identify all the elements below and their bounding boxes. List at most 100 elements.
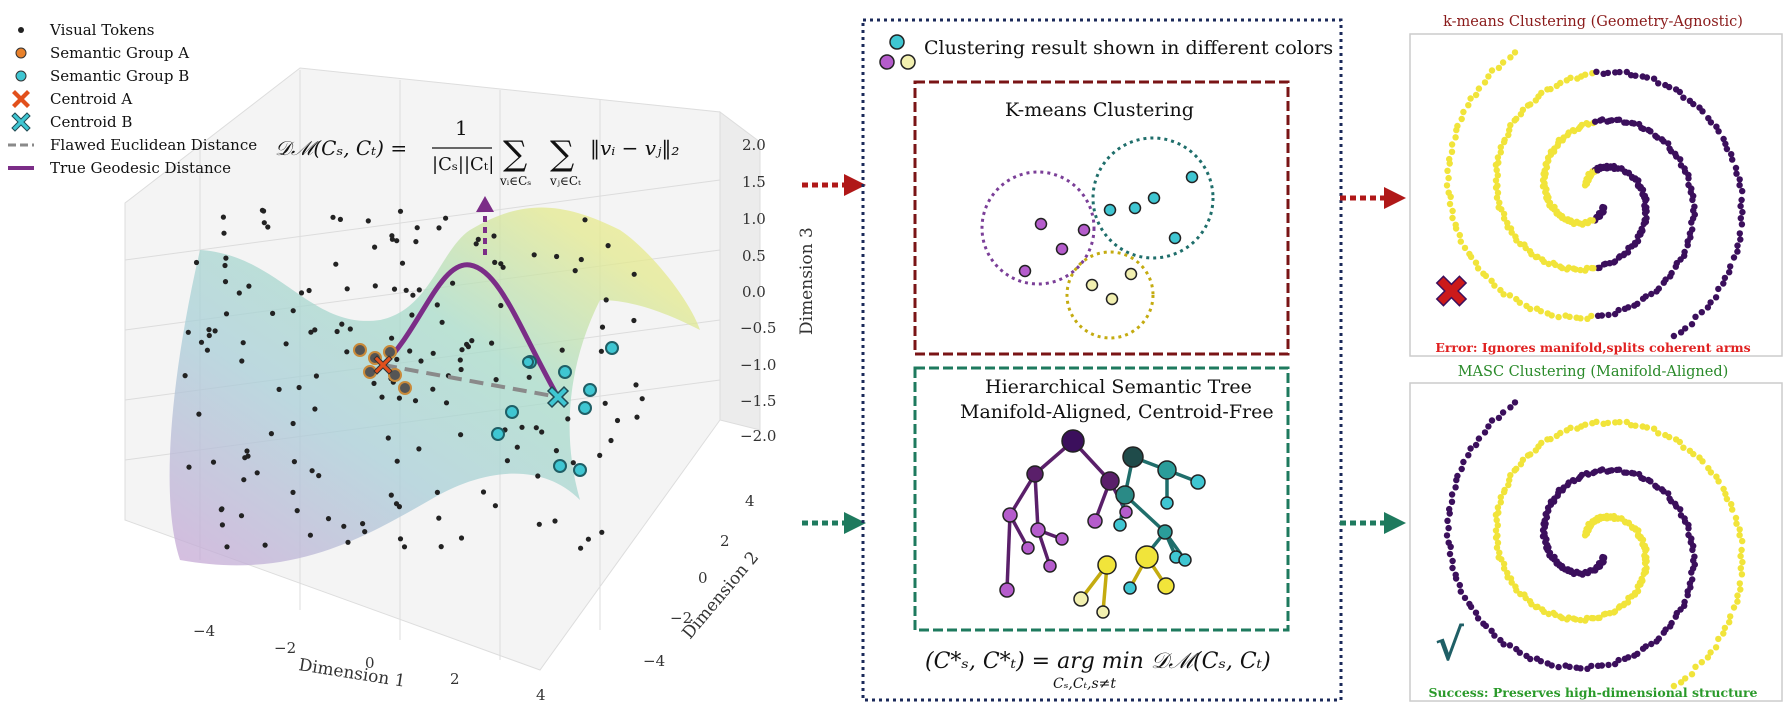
spiral-point (1443, 532, 1451, 539)
spiral-point (1688, 671, 1696, 678)
spiral-point (1634, 583, 1641, 590)
visual-token (262, 542, 268, 548)
arrow-to-tree (802, 512, 866, 534)
spiral-point (1594, 614, 1602, 622)
visual-token (539, 429, 545, 435)
spiral-point (1688, 219, 1695, 226)
spiral-point (1573, 664, 1580, 671)
spiral-point (1488, 67, 1496, 74)
spiral-point (1511, 49, 1519, 56)
spiral-point (1640, 475, 1647, 483)
visual-token (552, 518, 558, 524)
spiral-point (1640, 125, 1647, 133)
spiral-point (1631, 652, 1638, 659)
spiral-point (1454, 122, 1461, 130)
spiral-point (1550, 609, 1557, 617)
spiral-point (1738, 546, 1745, 554)
spiral-point (1582, 421, 1589, 428)
spiral-point (1738, 571, 1746, 578)
visual-token (553, 448, 560, 454)
spiral-point (1480, 270, 1487, 277)
visual-token (240, 340, 246, 346)
spiral-point (1734, 598, 1741, 605)
spiral-point (1690, 450, 1697, 458)
spiral-point (1547, 435, 1554, 443)
spiral-point (1699, 108, 1706, 115)
visual-token (469, 338, 475, 344)
visual-token (330, 214, 336, 220)
visual-token (223, 255, 229, 261)
visual-token (344, 286, 350, 292)
spiral-point (1582, 267, 1589, 274)
visual-token (473, 241, 479, 247)
kmeans-result-title: k-means Clustering (Geometry-Agnostic) (1443, 14, 1743, 30)
euclidean-distance-line (382, 363, 559, 399)
visual-token (290, 420, 296, 427)
spiral-point (1665, 490, 1672, 497)
masc-spiral-points (1443, 399, 1746, 690)
visual-token (599, 529, 605, 535)
spiral-point (1689, 546, 1696, 554)
spiral-point (1720, 135, 1727, 143)
spiral-point (1712, 294, 1720, 301)
spiral-point (1585, 471, 1592, 478)
spiral-point (1488, 417, 1496, 424)
spiral-point (1728, 501, 1735, 508)
spiral-point (1507, 404, 1514, 411)
spiral-point (1495, 159, 1502, 166)
spiral-point (1506, 642, 1514, 649)
spiral-point (1460, 108, 1467, 116)
spiral-point (1727, 263, 1734, 270)
visual-token (206, 327, 212, 333)
spiral-point (1493, 166, 1500, 174)
spiral-point (1630, 120, 1638, 127)
spiral-point (1707, 649, 1714, 656)
spiral-point (1492, 527, 1500, 534)
visual-token (498, 302, 504, 309)
spiral-point (1472, 259, 1480, 266)
visual-token (388, 492, 394, 498)
visual-token (519, 424, 525, 430)
spiral-point (1577, 616, 1584, 624)
cluster-colors-icon (879, 34, 916, 70)
visual-token (360, 521, 366, 527)
visual-token (414, 225, 420, 231)
visual-token (344, 349, 350, 355)
spiral-point (1733, 170, 1740, 177)
spiral-point (1445, 189, 1452, 196)
visual-token (389, 335, 395, 341)
spiral-point (1494, 189, 1502, 196)
visual-token (312, 406, 318, 412)
spiral-point (1667, 273, 1674, 280)
spiral-point (1577, 266, 1584, 274)
visual-token (572, 268, 578, 274)
spiral-point (1682, 325, 1689, 332)
spiral-point (1513, 295, 1520, 303)
visual-token (416, 287, 422, 293)
spiral-point (1456, 581, 1463, 589)
svg-text:−4: −4 (193, 622, 215, 640)
visual-token (222, 279, 229, 285)
spiral-point (1474, 265, 1482, 272)
visual-token (394, 238, 400, 244)
spiral-point (1527, 101, 1534, 108)
visual-token (434, 489, 440, 495)
spiral-point (1665, 140, 1672, 147)
visual-token (639, 396, 645, 402)
spiral-point (1707, 299, 1714, 306)
spiral-point (1707, 119, 1715, 126)
visual-token (345, 539, 351, 545)
spiral-point (1642, 547, 1649, 555)
visual-token (372, 244, 378, 250)
spiral-point (1653, 288, 1660, 295)
legend-item-group-b: Semantic Group B (6, 64, 257, 87)
spiral-point (1557, 613, 1564, 620)
visual-token (393, 501, 400, 507)
spiral-point (1615, 116, 1623, 123)
spiral-point (1507, 122, 1514, 129)
visual-token (459, 347, 465, 353)
spiral-point (1539, 606, 1546, 613)
spiral-point (1647, 128, 1654, 135)
spiral-point (1457, 588, 1464, 595)
spiral-point (1448, 498, 1456, 505)
